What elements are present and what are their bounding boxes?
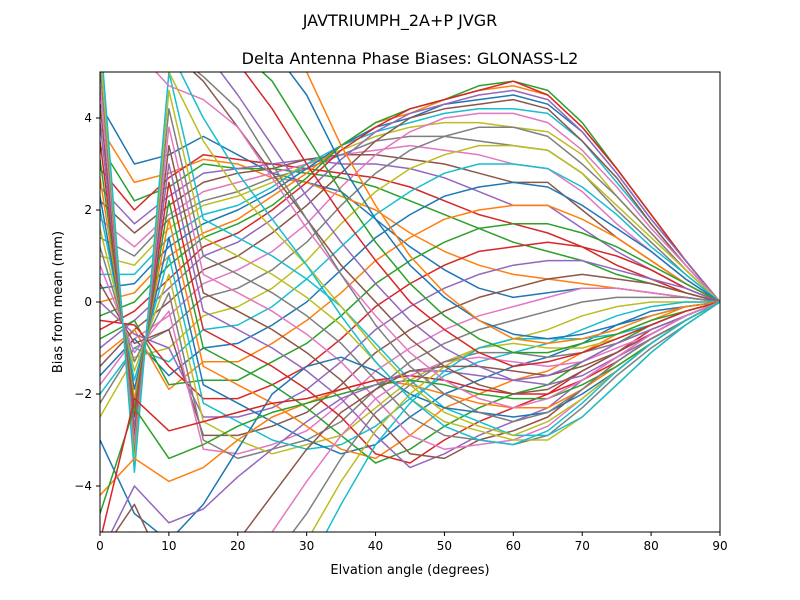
series-line-16	[100, 98, 720, 367]
x-tick-label: 80	[643, 539, 658, 553]
series-line-19	[100, 144, 720, 418]
series-line-25	[100, 259, 720, 418]
x-tick-label: 60	[506, 539, 521, 553]
x-tick-label: 40	[368, 539, 383, 553]
x-tick-label: 30	[299, 539, 314, 553]
series-line-27	[100, 264, 720, 455]
x-tick-label: 10	[161, 539, 176, 553]
series-line-43	[100, 301, 720, 514]
x-tick-label: 0	[96, 539, 104, 553]
series-line-10	[100, 108, 720, 303]
y-tick-label: 2	[84, 203, 92, 217]
y-axis-label: Bias from mean (mm)	[51, 231, 66, 373]
series-line-3	[100, 145, 720, 303]
series-line-4	[100, 154, 720, 303]
series-line-47	[133, 301, 720, 532]
series-line-51	[288, 72, 720, 340]
series-line-58	[196, 72, 720, 423]
y-axis-ticks: −4 −2 0 2 4	[74, 111, 100, 493]
series-line-53	[261, 72, 720, 354]
x-tick-label: 70	[575, 539, 590, 553]
x-tick-label: 90	[712, 539, 727, 553]
series-line-60	[179, 72, 720, 446]
series-line-7	[100, 144, 720, 303]
series-line-23	[100, 223, 720, 386]
series-line-54	[243, 72, 720, 368]
x-axis-label: Elvation angle (degrees)	[330, 563, 489, 578]
series-line-38	[100, 72, 720, 455]
series-line-55	[219, 72, 720, 381]
series-line-28	[100, 246, 720, 460]
series-line-17	[100, 112, 720, 386]
x-axis-ticks: 0 10 20 30 40 50 60 70 80 90	[96, 532, 728, 553]
chart-suptitle: JAVTRIUMPH_2A+P JVGR	[302, 11, 498, 31]
y-tick-label: 4	[84, 111, 92, 125]
series-line-14	[100, 80, 720, 331]
series-line-18	[100, 126, 720, 404]
series-line-26	[100, 273, 720, 437]
series-line-57	[154, 72, 720, 409]
plot-series	[100, 72, 720, 532]
series-line-52	[305, 72, 720, 345]
series-line-22	[100, 204, 720, 391]
x-tick-label: 50	[437, 539, 452, 553]
series-line-56	[192, 72, 720, 395]
chart-title: Delta Antenna Phase Biases: GLONASS-L2	[242, 49, 579, 68]
y-tick-label: −4	[74, 479, 92, 493]
x-tick-label: 20	[230, 539, 245, 553]
y-tick-label: −2	[74, 387, 92, 401]
y-tick-label: 0	[84, 295, 92, 309]
series-line-8	[100, 135, 720, 303]
